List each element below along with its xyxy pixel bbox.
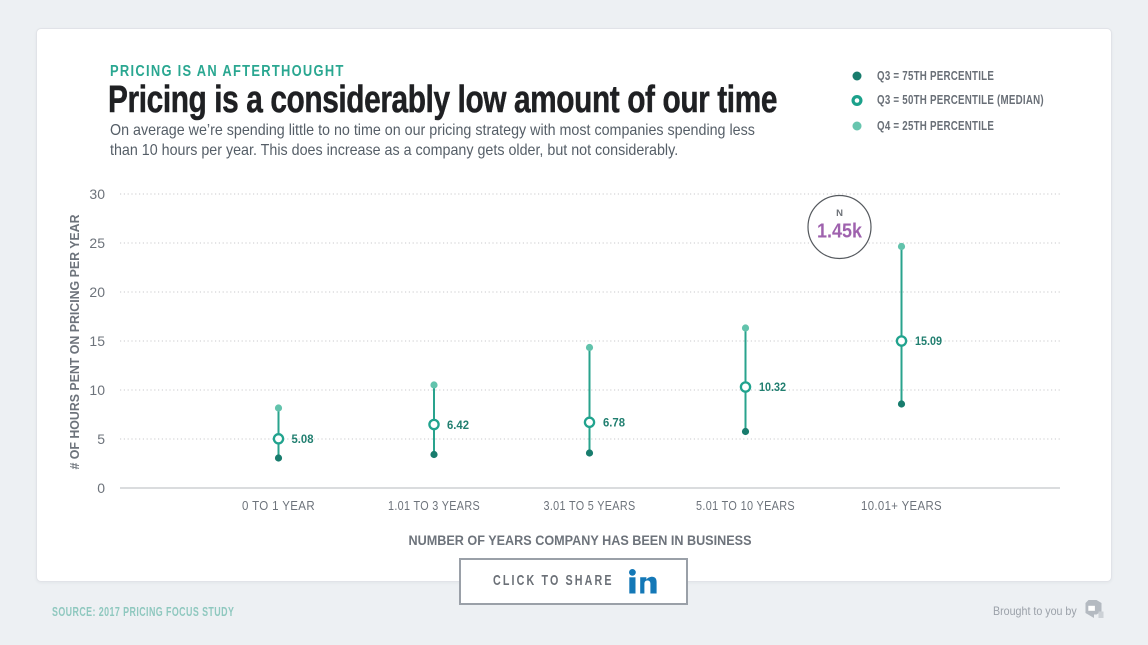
svg-text:10.32: 10.32 <box>759 380 786 394</box>
svg-text:10: 10 <box>89 382 105 398</box>
svg-text:N: N <box>836 208 843 219</box>
svg-text:6.42: 6.42 <box>447 418 469 432</box>
svg-text:0 TO 1 YEAR: 0 TO 1 YEAR <box>242 498 315 513</box>
svg-text:# OF HOURS PENT ON PRICING PER: # OF HOURS PENT ON PRICING PER YEAR <box>67 214 82 470</box>
svg-text:30: 30 <box>89 186 105 202</box>
svg-text:15.09: 15.09 <box>915 334 942 348</box>
svg-text:5.01 TO 10 YEARS: 5.01 TO 10 YEARS <box>696 498 795 513</box>
svg-text:3.01 TO 5 YEARS: 3.01 TO 5 YEARS <box>544 498 636 513</box>
svg-text:6.78: 6.78 <box>603 416 625 430</box>
svg-text:1.45k: 1.45k <box>817 221 863 243</box>
svg-text:15: 15 <box>89 333 105 349</box>
svg-text:0: 0 <box>97 480 105 496</box>
svg-text:1.01 TO 3 YEARS: 1.01 TO 3 YEARS <box>388 498 480 513</box>
svg-text:10.01+ YEARS: 10.01+ YEARS <box>861 498 942 513</box>
svg-text:25: 25 <box>89 235 105 251</box>
svg-text:5.08: 5.08 <box>292 432 314 446</box>
svg-text:20: 20 <box>89 284 105 300</box>
svg-text:NUMBER OF YEARS COMPANY HAS BE: NUMBER OF YEARS COMPANY HAS BEEN IN BUSI… <box>409 533 752 548</box>
svg-text:5: 5 <box>97 431 105 447</box>
